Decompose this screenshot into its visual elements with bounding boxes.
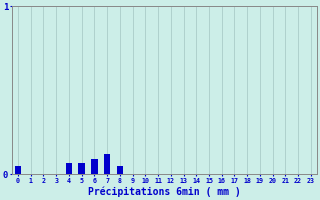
X-axis label: Précipitations 6min ( mm ): Précipitations 6min ( mm ) [88,187,241,197]
Bar [78,163,85,174]
Bar [117,166,123,174]
Bar [91,159,98,174]
Bar [66,163,72,174]
Bar [104,154,110,174]
Bar [15,166,21,174]
